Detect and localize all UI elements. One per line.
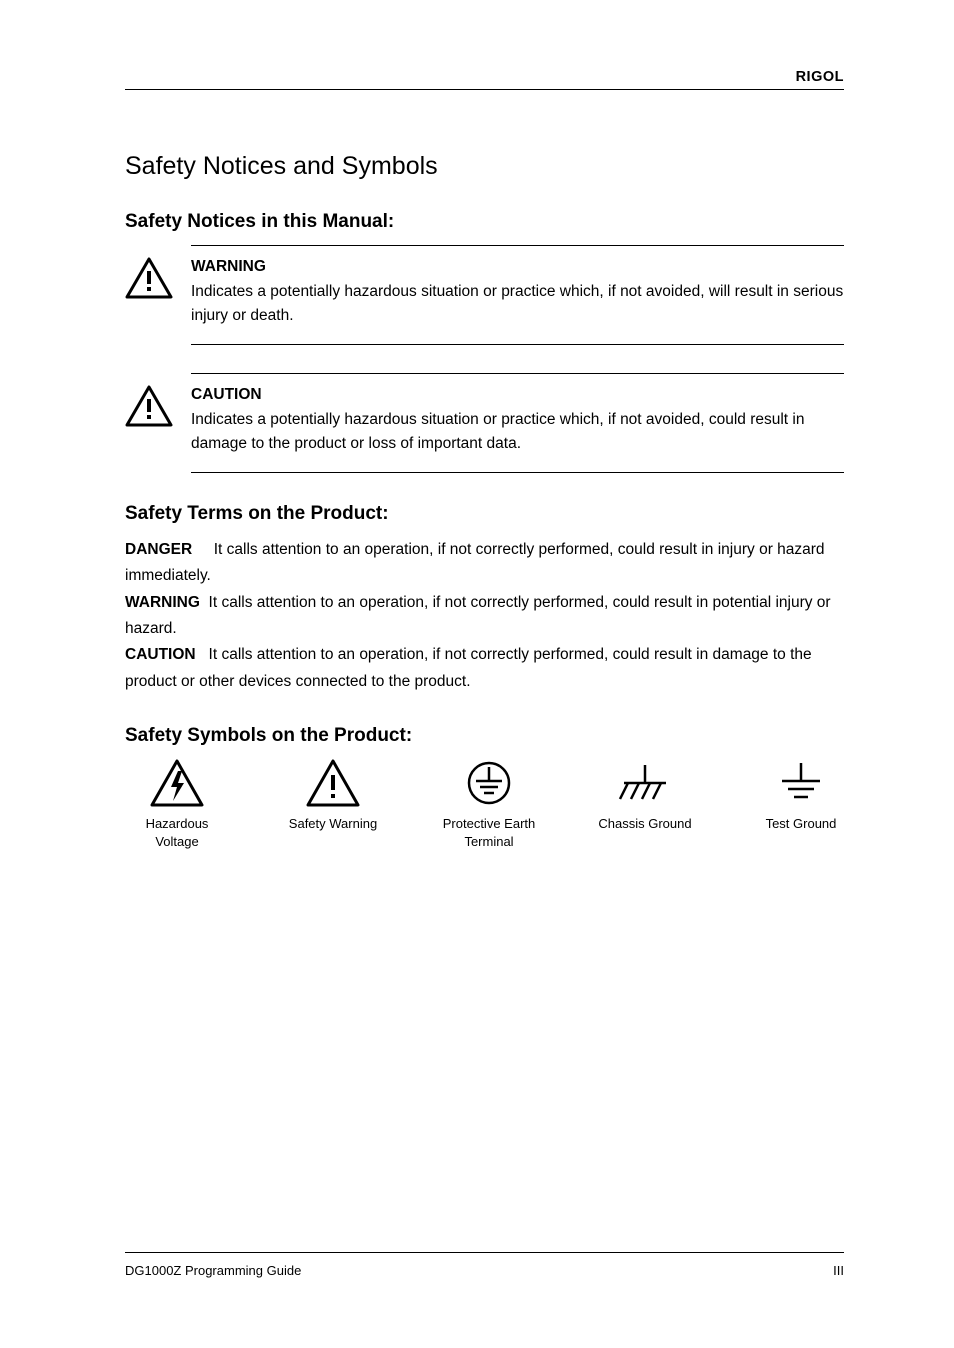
notice-caution: CAUTION Indicates a potentially hazardou… — [125, 373, 844, 473]
symbol-label: Chassis Ground — [598, 815, 691, 833]
caution-triangle-icon — [125, 385, 173, 432]
product-term: WARNING — [125, 594, 200, 611]
warning-text: WARNING Indicates a potentially hazardou… — [191, 245, 844, 345]
page-footer: DG1000Z Programming Guide III — [125, 1252, 844, 1278]
safety-warning-icon — [306, 759, 360, 807]
symbol-hazardous-voltage: Hazardous Voltage — [125, 759, 229, 850]
symbol-label: Safety Warning — [289, 815, 377, 833]
page-content: RIGOL Safety Notices and Symbols Safety … — [125, 75, 844, 1278]
footer-doc-title: DG1000Z Programming Guide — [125, 1263, 301, 1278]
section-heading-terms-product: Safety Terms on the Product: — [125, 503, 844, 525]
symbols-row: Hazardous Voltage Safety Warning — [125, 759, 844, 850]
warning-body: Indicates a potentially hazardous situat… — [191, 280, 844, 328]
product-term-text: It calls attention to an operation, if n… — [125, 541, 825, 584]
product-term-row: DANGER It calls attention to an operatio… — [125, 537, 844, 590]
caution-text: CAUTION Indicates a potentially hazardou… — [191, 373, 844, 473]
product-term: DANGER — [125, 541, 192, 558]
symbol-test-ground: Test Ground — [749, 759, 853, 833]
symbol-label: Test Ground — [766, 815, 837, 833]
product-terms-list: DANGER It calls attention to an operatio… — [125, 537, 844, 695]
symbol-chassis-ground: Chassis Ground — [593, 759, 697, 833]
section-heading-symbols: Safety Symbols on the Product: — [125, 725, 844, 747]
section-heading-terms-manual: Safety Notices in this Manual: — [125, 211, 844, 233]
hazardous-voltage-icon — [150, 759, 204, 807]
footer-page-number: III — [833, 1263, 844, 1278]
caution-icon-col — [125, 373, 173, 432]
brand-mark: RIGOL — [796, 69, 844, 85]
footer-rule — [125, 1252, 844, 1253]
page-title: Safety Notices and Symbols — [125, 152, 844, 181]
symbol-label: Hazardous Voltage — [125, 815, 229, 850]
notice-warning: WARNING Indicates a potentially hazardou… — [125, 245, 844, 345]
symbol-label: Protective Earth Terminal — [437, 815, 541, 850]
product-term-row: CAUTION It calls attention to an operati… — [125, 642, 844, 695]
warning-icon-col — [125, 245, 173, 304]
test-ground-icon — [774, 759, 828, 807]
product-term: CAUTION — [125, 646, 196, 663]
header-rule — [125, 89, 844, 90]
product-term-text: It calls attention to an operation, if n… — [125, 646, 812, 689]
warning-title: WARNING — [191, 258, 844, 276]
protective-earth-icon — [462, 759, 516, 807]
symbol-safety-warning: Safety Warning — [281, 759, 385, 833]
warning-triangle-icon — [125, 257, 173, 304]
symbol-protective-earth: Protective Earth Terminal — [437, 759, 541, 850]
chassis-ground-icon — [616, 759, 674, 807]
caution-body: Indicates a potentially hazardous situat… — [191, 408, 844, 456]
product-term-text: It calls attention to an operation, if n… — [125, 594, 831, 637]
product-term-row: WARNING It calls attention to an operati… — [125, 590, 844, 643]
caution-title: CAUTION — [191, 386, 844, 404]
